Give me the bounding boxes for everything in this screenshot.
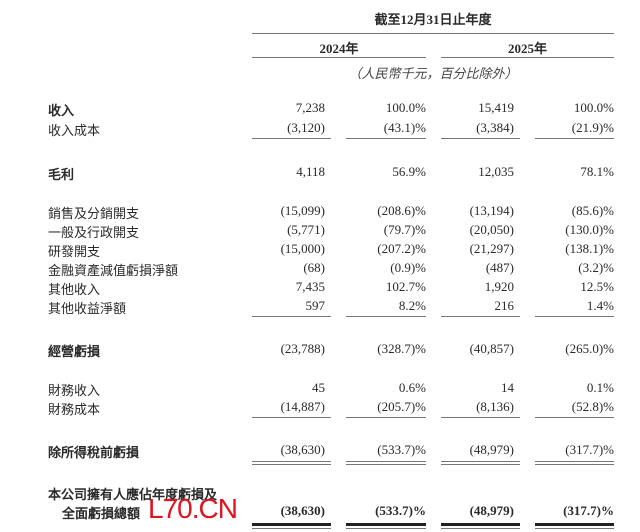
header-rule xyxy=(252,33,614,34)
amount-2024-cell: (15,099) xyxy=(280,203,325,218)
percent-2025-cell: 100.0% xyxy=(573,100,614,115)
amount-2025-cell: (20,050) xyxy=(469,222,514,237)
amount-2025-cell: (40,857) xyxy=(469,341,514,356)
year-2025-header: 2025年 xyxy=(507,41,547,56)
percent-2024-cell: 8.2% xyxy=(398,298,426,313)
percent-2024-cell: (207.2)% xyxy=(377,241,426,256)
double-underline xyxy=(252,461,331,465)
amount-2024-cell: (15,000) xyxy=(280,241,325,256)
percent-2024-cell: (533.7)% xyxy=(377,442,426,457)
single-underline xyxy=(346,316,426,317)
amount-2024-cell: (23,788) xyxy=(280,341,325,356)
percent-2024-cell: (205.7)% xyxy=(377,399,426,414)
percent-2025-cell: (85.6)% xyxy=(571,203,614,218)
row-label: 本公司擁有人應佔年度虧損及 xyxy=(48,487,218,502)
amount-2025-cell: (3,384) xyxy=(476,120,514,135)
row-label: 收入 xyxy=(48,103,75,118)
percent-2025-cell: (3.2)% xyxy=(578,260,614,275)
amount-2024-cell: 7,435 xyxy=(295,279,325,294)
single-underline xyxy=(441,138,520,139)
row-label: 財務成本 xyxy=(48,402,101,417)
row-label: 其他收益淨額 xyxy=(48,301,127,316)
percent-2024-cell: 100.0% xyxy=(385,100,426,115)
single-underline xyxy=(535,417,614,418)
amount-2024-cell: (38,630) xyxy=(280,503,325,518)
amount-2025-cell: 15,419 xyxy=(478,100,514,115)
row-label: 收入成本 xyxy=(48,123,101,138)
row-label: 金融資產減值虧損淨額 xyxy=(48,263,179,278)
amount-2025-cell: (21,297) xyxy=(469,241,514,256)
single-underline xyxy=(346,417,426,418)
row-label: 財務收入 xyxy=(48,383,101,398)
amount-2024-cell: (3,120) xyxy=(287,120,325,135)
percent-2024-cell: 0.6% xyxy=(398,380,426,395)
percent-2024-cell: (43.1)% xyxy=(383,120,426,135)
year-2025-rule xyxy=(441,57,614,58)
row-label: 除所得稅前虧損 xyxy=(48,445,140,460)
amount-2024-cell: 45 xyxy=(312,380,325,395)
single-underline xyxy=(441,417,520,418)
row-label: 銷售及分銷開支 xyxy=(48,206,140,221)
thick-underline xyxy=(252,523,331,529)
single-underline xyxy=(535,138,614,139)
amount-2024-cell: 4,118 xyxy=(296,164,325,179)
percent-2025-cell: 1.4% xyxy=(586,298,614,313)
percent-2025-cell: (317.7)% xyxy=(563,503,614,518)
single-underline xyxy=(252,417,331,418)
period-header: 截至12月31日止年度 xyxy=(374,12,492,27)
percent-2025-cell: 12.5% xyxy=(580,279,614,294)
row-label: 毛利 xyxy=(48,167,75,182)
thick-underline xyxy=(441,523,520,529)
amount-2025-cell: (48,979) xyxy=(469,503,514,518)
amount-2025-cell: 14 xyxy=(501,380,514,395)
percent-2025-cell: (21.9)% xyxy=(571,120,614,135)
double-underline xyxy=(535,461,614,465)
percent-2025-cell: (130.0)% xyxy=(565,222,614,237)
year-2024-header: 2024年 xyxy=(319,41,359,56)
double-underline xyxy=(441,461,520,465)
percent-2024-cell: (208.6)% xyxy=(377,203,426,218)
single-underline xyxy=(535,316,614,317)
percent-2024-cell: (0.9)% xyxy=(390,260,426,275)
amount-2025-cell: 216 xyxy=(494,298,515,313)
percent-2024-cell: (328.7)% xyxy=(377,341,426,356)
thick-underline xyxy=(535,523,614,529)
watermark: L70.CN xyxy=(148,493,238,524)
amount-2025-cell: 12,035 xyxy=(478,164,514,179)
amount-2024-cell: 7,238 xyxy=(295,100,325,115)
percent-2024-cell: 102.7% xyxy=(385,279,426,294)
double-underline xyxy=(346,461,426,465)
year-2024-rule xyxy=(252,57,426,58)
amount-2024-cell: (5,771) xyxy=(287,222,325,237)
amount-2025-cell: (487) xyxy=(485,260,514,275)
percent-2025-cell: (52.8)% xyxy=(571,399,614,414)
single-underline xyxy=(252,316,331,317)
percent-2025-cell: (265.0)% xyxy=(565,341,614,356)
amount-2024-cell: (14,887) xyxy=(280,399,325,414)
single-underline xyxy=(346,138,426,139)
percent-2025-cell: 0.1% xyxy=(586,380,614,395)
row-label-continued: 全面虧損總額 xyxy=(62,506,141,521)
amount-2025-cell: (8,136) xyxy=(476,399,514,414)
percent-2024-cell: 56.9% xyxy=(392,164,426,179)
single-underline xyxy=(252,138,331,139)
amount-2024-cell: (38,630) xyxy=(280,442,325,457)
percent-2024-cell: (79.7)% xyxy=(383,222,426,237)
percent-2025-cell: (317.7)% xyxy=(565,442,614,457)
percent-2025-cell: 78.1% xyxy=(580,164,614,179)
percent-2024-cell: (533.7)% xyxy=(375,503,426,518)
amount-2024-cell: 597 xyxy=(305,298,326,313)
row-label: 經營虧損 xyxy=(48,344,101,359)
unit-note: （人民幣千元，百分比除外） xyxy=(348,66,518,81)
row-label: 其他收入 xyxy=(48,282,101,297)
single-underline xyxy=(441,316,520,317)
amount-2025-cell: 1,920 xyxy=(484,279,514,294)
amount-2025-cell: (48,979) xyxy=(469,442,514,457)
row-label: 研發開支 xyxy=(48,244,101,259)
thick-underline xyxy=(346,523,426,529)
amount-2025-cell: (13,194) xyxy=(469,203,514,218)
amount-2024-cell: (68) xyxy=(303,260,325,275)
percent-2025-cell: (138.1)% xyxy=(565,241,614,256)
row-label: 一般及行政開支 xyxy=(48,225,140,240)
